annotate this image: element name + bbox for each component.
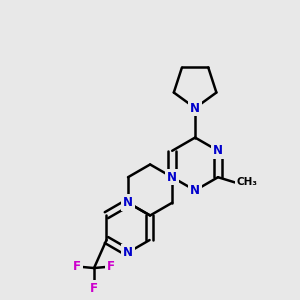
Text: F: F: [73, 260, 81, 273]
Text: F: F: [107, 260, 115, 273]
Text: F: F: [90, 282, 98, 295]
Text: N: N: [190, 184, 200, 197]
Text: N: N: [190, 101, 200, 115]
Text: CH₃: CH₃: [236, 177, 257, 187]
Text: N: N: [123, 246, 133, 259]
Text: N: N: [123, 196, 133, 209]
Text: N: N: [213, 144, 223, 157]
Text: N: N: [167, 171, 177, 184]
